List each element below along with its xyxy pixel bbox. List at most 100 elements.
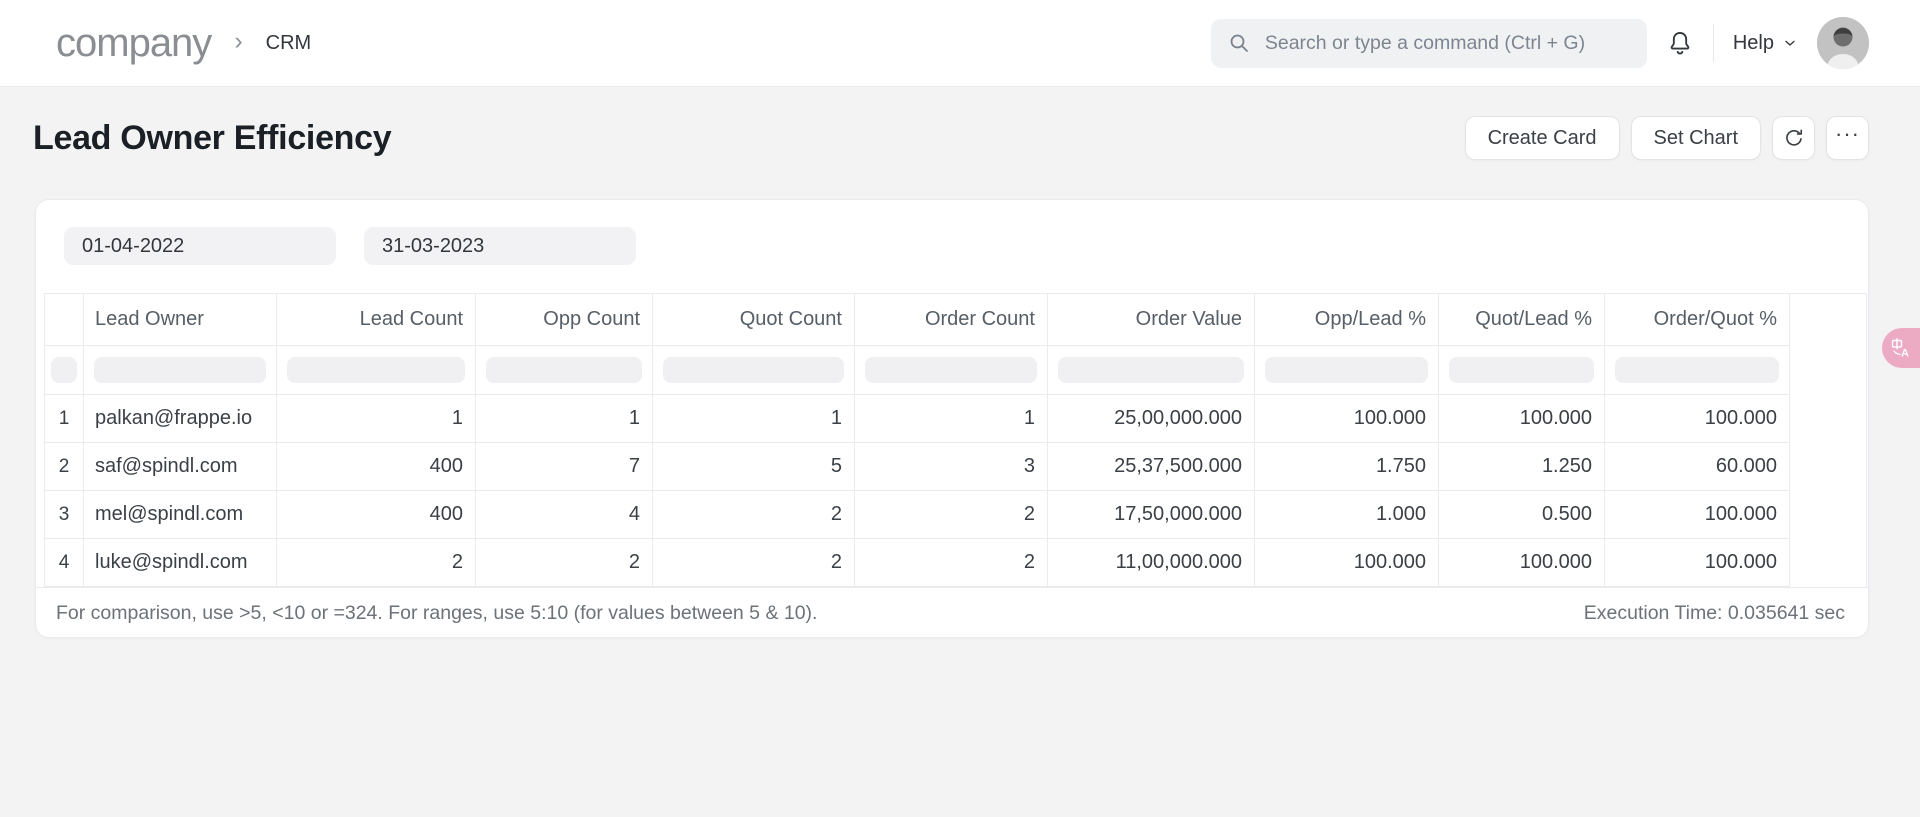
refresh-button[interactable]: [1772, 116, 1815, 160]
page-header: Lead Owner Efficiency Create Card Set Ch…: [33, 116, 1869, 160]
value-cell[interactable]: 400: [277, 443, 476, 491]
svg-text:A: A: [1901, 348, 1909, 360]
table-row: 1 palkan@frappe.io 1 1 1 1 25,00,000.000 100.00…: [45, 395, 1866, 443]
value-cell[interactable]: 100.000: [1439, 395, 1605, 443]
comparison-hint: For comparison, use >5, <10 or =324. For…: [56, 601, 818, 624]
filter-row: [45, 346, 1866, 395]
value-cell[interactable]: 60.000: [1605, 443, 1790, 491]
value-cell[interactable]: 2: [277, 539, 476, 587]
filter-cell: [1255, 346, 1439, 395]
company-logo[interactable]: company: [56, 21, 212, 65]
value-cell[interactable]: 25,37,500.000: [1048, 443, 1255, 491]
column-header[interactable]: Order Count: [855, 294, 1048, 346]
table-header-row: Lead Owner Lead Count Opp Count Quot Count O…: [45, 294, 1866, 346]
breadcrumb-crm[interactable]: CRM: [265, 31, 312, 54]
column-header[interactable]: Order Value: [1048, 294, 1255, 346]
chevron-down-icon: [1785, 40, 1795, 46]
column-filter-input[interactable]: [865, 357, 1037, 383]
refresh-icon: [1785, 129, 1802, 146]
column-filter-input[interactable]: [1265, 357, 1428, 383]
value-cell[interactable]: 100.000: [1605, 491, 1790, 539]
column-filter-input[interactable]: [1058, 357, 1244, 383]
set-chart-button[interactable]: Set Chart: [1630, 116, 1761, 160]
value-cell[interactable]: 400: [277, 491, 476, 539]
create-card-button[interactable]: Create Card: [1464, 116, 1620, 160]
table-footer: For comparison, use >5, <10 or =324. For…: [36, 587, 1868, 638]
filter-cell: [84, 346, 277, 395]
value-cell[interactable]: 1.000: [1255, 491, 1439, 539]
value-cell[interactable]: 11,00,000.000: [1048, 539, 1255, 587]
translate-badge[interactable]: A: [1882, 328, 1920, 368]
value-cell[interactable]: 2: [653, 491, 855, 539]
table-row: 2 saf@spindl.com 400 7 5 3 25,37,500.000 1.750 1…: [45, 443, 1866, 491]
column-filter-input[interactable]: [1449, 357, 1594, 383]
column-header[interactable]: Lead Owner: [84, 294, 277, 346]
value-cell[interactable]: 1.250: [1439, 443, 1605, 491]
column-header[interactable]: Quot/Lead %: [1439, 294, 1605, 346]
value-cell[interactable]: 0.500: [1439, 491, 1605, 539]
value-cell[interactable]: 1: [653, 395, 855, 443]
report-filters: [64, 227, 1868, 265]
filter-cell: [653, 346, 855, 395]
help-label: Help: [1732, 31, 1774, 54]
user-avatar[interactable]: [1817, 17, 1869, 69]
global-search[interactable]: [1210, 18, 1647, 68]
bell-icon: [1670, 32, 1690, 55]
value-cell[interactable]: 100.000: [1605, 539, 1790, 587]
column-filter-input[interactable]: [663, 357, 844, 383]
value-cell[interactable]: 100.000: [1255, 395, 1439, 443]
top-navbar: company › CRM Help: [0, 0, 1920, 87]
column-filter-input[interactable]: [486, 357, 642, 383]
column-filter-input[interactable]: [287, 357, 465, 383]
value-cell[interactable]: 2: [855, 491, 1048, 539]
value-cell[interactable]: 100.000: [1439, 539, 1605, 587]
column-filter-input[interactable]: [51, 357, 77, 383]
value-cell[interactable]: 17,50,000.000: [1048, 491, 1255, 539]
notifications-button[interactable]: [1666, 29, 1694, 57]
filter-cell: [1605, 346, 1790, 395]
more-options-button[interactable]: ···: [1826, 116, 1869, 160]
trailing-spacer: [1790, 443, 1866, 491]
value-cell[interactable]: 25,00,000.000: [1048, 395, 1255, 443]
column-header[interactable]: Order/Quot %: [1605, 294, 1790, 346]
value-cell[interactable]: 2: [855, 539, 1048, 587]
row-number: 2: [45, 443, 84, 491]
lead-owner-cell[interactable]: saf@spindl.com: [84, 443, 277, 491]
trailing-spacer: [1790, 395, 1866, 443]
lead-owner-cell[interactable]: mel@spindl.com: [84, 491, 277, 539]
report-table: Lead Owner Lead Count Opp Count Quot Count O…: [44, 293, 1867, 587]
value-cell[interactable]: 1: [476, 395, 653, 443]
value-cell[interactable]: 5: [653, 443, 855, 491]
value-cell[interactable]: 2: [653, 539, 855, 587]
value-cell[interactable]: 1: [855, 395, 1048, 443]
filter-cell: [45, 346, 84, 395]
row-number: 1: [45, 395, 84, 443]
search-input[interactable]: [1262, 30, 1631, 56]
from-date-input[interactable]: [64, 227, 336, 265]
value-cell[interactable]: 7: [476, 443, 653, 491]
chevron-right-icon: ›: [234, 26, 243, 55]
column-filter-input[interactable]: [1615, 357, 1779, 383]
lead-owner-cell[interactable]: palkan@frappe.io: [84, 395, 277, 443]
value-cell[interactable]: 4: [476, 491, 653, 539]
header-divider: [1712, 24, 1714, 62]
help-menu[interactable]: Help: [1733, 32, 1798, 55]
value-cell[interactable]: 1.750: [1255, 443, 1439, 491]
column-header[interactable]: Opp Count: [476, 294, 653, 346]
filter-cell: [855, 346, 1048, 395]
column-header[interactable]: Quot Count: [653, 294, 855, 346]
value-cell[interactable]: 2: [476, 539, 653, 587]
to-date-input[interactable]: [364, 227, 636, 265]
value-cell[interactable]: 100.000: [1605, 395, 1790, 443]
filter-cell: [1439, 346, 1605, 395]
value-cell[interactable]: 100.000: [1255, 539, 1439, 587]
trailing-spacer: [1790, 491, 1866, 539]
column-header[interactable]: Lead Count: [277, 294, 476, 346]
value-cell[interactable]: 3: [855, 443, 1048, 491]
column-filter-input[interactable]: [94, 357, 266, 383]
trailing-spacer: [1790, 294, 1866, 346]
lead-owner-cell[interactable]: luke@spindl.com: [84, 539, 277, 587]
value-cell[interactable]: 1: [277, 395, 476, 443]
column-header[interactable]: Opp/Lead %: [1255, 294, 1439, 346]
